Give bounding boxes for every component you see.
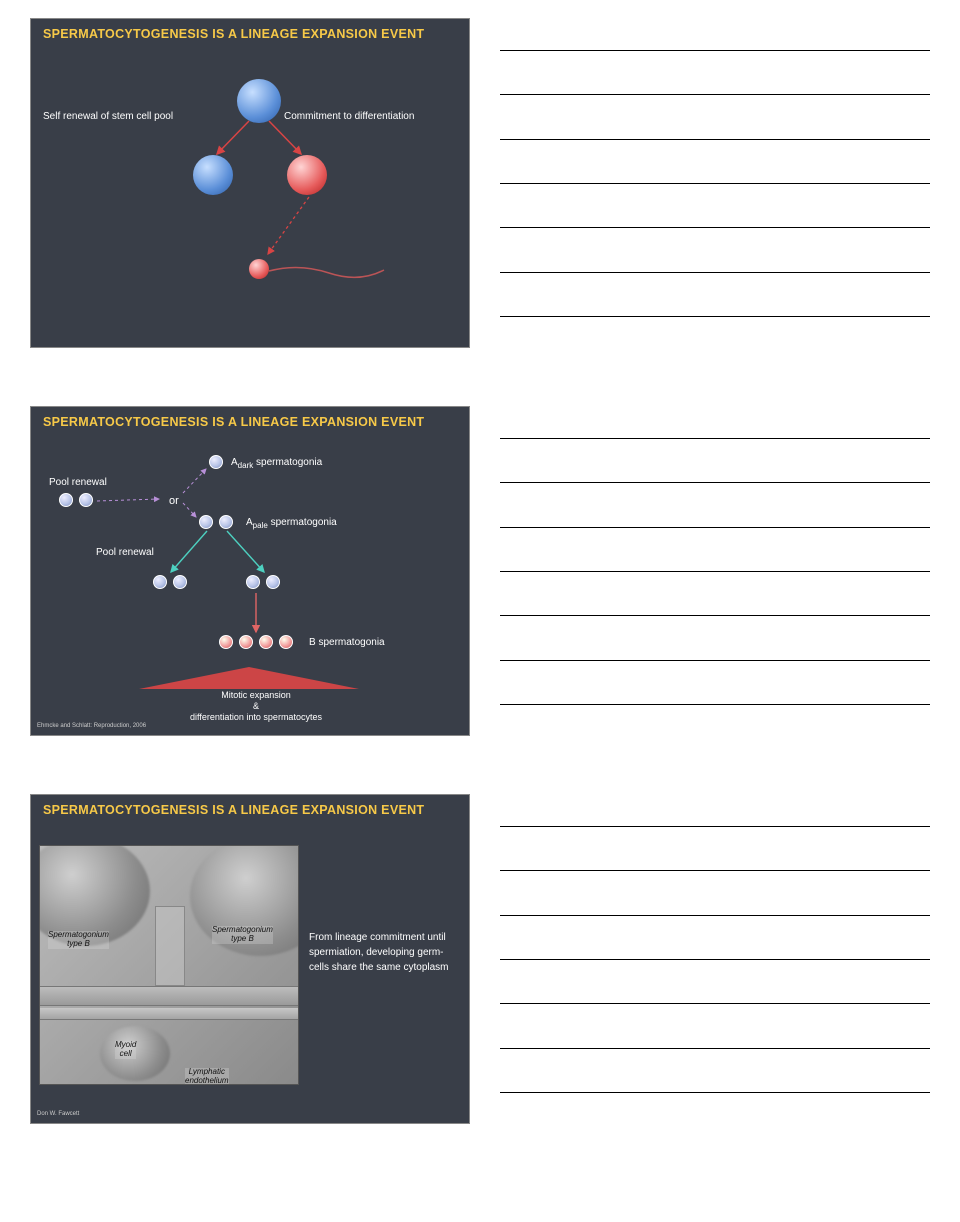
em-label-spermB-1: Spermatogonium type B [48,931,109,949]
committed-cell-icon [287,155,327,195]
note-line [500,958,930,960]
row-2: SPERMATOCYTOGENESIS IS A LINEAGE EXPANSI… [0,406,960,736]
adark-cell-icon [59,493,73,507]
note-line [500,1047,930,1049]
caption-line: From lineage commitment until [309,932,446,943]
adark-cell-icon [79,493,93,507]
note-line [500,1002,930,1004]
note-line [500,49,930,51]
note-line [500,825,930,827]
b-sperm-cell-icon [219,635,233,649]
note-line [500,481,930,483]
self-renewal-cell-icon [193,155,233,195]
note-line [500,226,930,228]
em-label-text: endothelium [185,1076,229,1085]
em-label-lymphatic: Lymphatic endothelium [185,1068,229,1085]
note-line [500,1091,930,1093]
note-line [500,659,930,661]
b-sperm-cell-icon [259,635,273,649]
apale-daughter-icon [246,575,260,589]
slide-1-arrows [31,19,470,348]
row-3: SPERMATOCYTOGENESIS IS A LINEAGE EXPANSI… [0,794,960,1124]
apale-daughter-icon [153,575,167,589]
note-line [500,315,930,317]
row-1: SPERMATOCYTOGENESIS IS A LINEAGE EXPANSI… [0,18,960,348]
note-line [500,182,930,184]
stem-cell-icon [237,79,281,123]
note-line [500,526,930,528]
slide-1-right-label: Commitment to differentiation [284,111,414,122]
apale-prefix: A [246,517,253,528]
slide-1-title: SPERMATOCYTOGENESIS IS A LINEAGE EXPANSI… [43,27,424,41]
apale-sub: pale [253,521,268,530]
pool-renewal-label-2: Pool renewal [96,547,154,558]
notes-1 [500,18,930,348]
em-micrograph-image: Spermatogonium type B Spermatogonium typ… [39,845,299,1085]
expansion-line-2: & [206,701,306,711]
slide-2-citation: Ehmcke and Schlatt: Reproduction, 2006 [37,723,146,729]
em-label-text: Spermatogonium [48,930,109,939]
expansion-triangle-icon [139,667,359,689]
em-label-myoid: Myoid cell [115,1041,136,1059]
note-line [500,138,930,140]
note-line [500,614,930,616]
adark-suffix: spermatogonia [253,457,322,468]
adark-prefix: A [231,457,238,468]
note-line [500,869,930,871]
b-sperm-cell-icon [279,635,293,649]
slide-3-caption: From lineage commitment until spermiatio… [309,930,449,975]
notes-2 [500,406,930,736]
expansion-line-1: Mitotic expansion [206,690,306,700]
pool-renewal-label-1: Pool renewal [49,477,107,488]
em-label-text: type B [231,934,254,943]
apale-suffix: spermatogonia [268,517,337,528]
notes-3 [500,794,930,1124]
note-line [500,570,930,572]
slide-2: SPERMATOCYTOGENESIS IS A LINEAGE EXPANSI… [30,406,470,736]
b-sperm-label: B spermatogonia [309,637,385,648]
em-label-text: cell [120,1049,132,1058]
slide-3-title: SPERMATOCYTOGENESIS IS A LINEAGE EXPANSI… [43,803,424,817]
sperm-tail-icon [31,19,470,348]
adark-label: Adark spermatogonia [231,457,322,470]
em-label-text: Lymphatic [189,1067,225,1076]
caption-line: cells share the same cytoplasm [309,962,449,973]
apale-label: Apale spermatogonia [246,517,337,530]
caption-line: spermiation, developing germ- [309,947,444,958]
em-label-spermB-2: Spermatogonium type B [212,926,273,944]
note-line [500,437,930,439]
slide-1: SPERMATOCYTOGENESIS IS A LINEAGE EXPANSI… [30,18,470,348]
slide-2-title: SPERMATOCYTOGENESIS IS A LINEAGE EXPANSI… [43,415,424,429]
sperm-head-icon [249,259,269,279]
em-label-text: Myoid [115,1040,136,1049]
slide-1-left-label: Self renewal of stem cell pool [43,111,173,122]
b-sperm-cell-icon [239,635,253,649]
note-line [500,271,930,273]
slide-3: SPERMATOCYTOGENESIS IS A LINEAGE EXPANSI… [30,794,470,1124]
slide-3-credit: Don W. Fawcett [37,1111,79,1117]
apale-cell-icon [219,515,233,529]
apale-daughter-icon [173,575,187,589]
em-label-text: type B [67,939,90,948]
adark-sub: dark [238,461,254,470]
adark-single-cell-icon [209,455,223,469]
note-line [500,93,930,95]
note-line [500,914,930,916]
expansion-line-3: differentiation into spermatocytes [176,712,336,722]
em-label-text: Spermatogonium [212,925,273,934]
note-line [500,703,930,705]
or-label: or [169,495,179,507]
apale-cell-icon [199,515,213,529]
apale-daughter-icon [266,575,280,589]
